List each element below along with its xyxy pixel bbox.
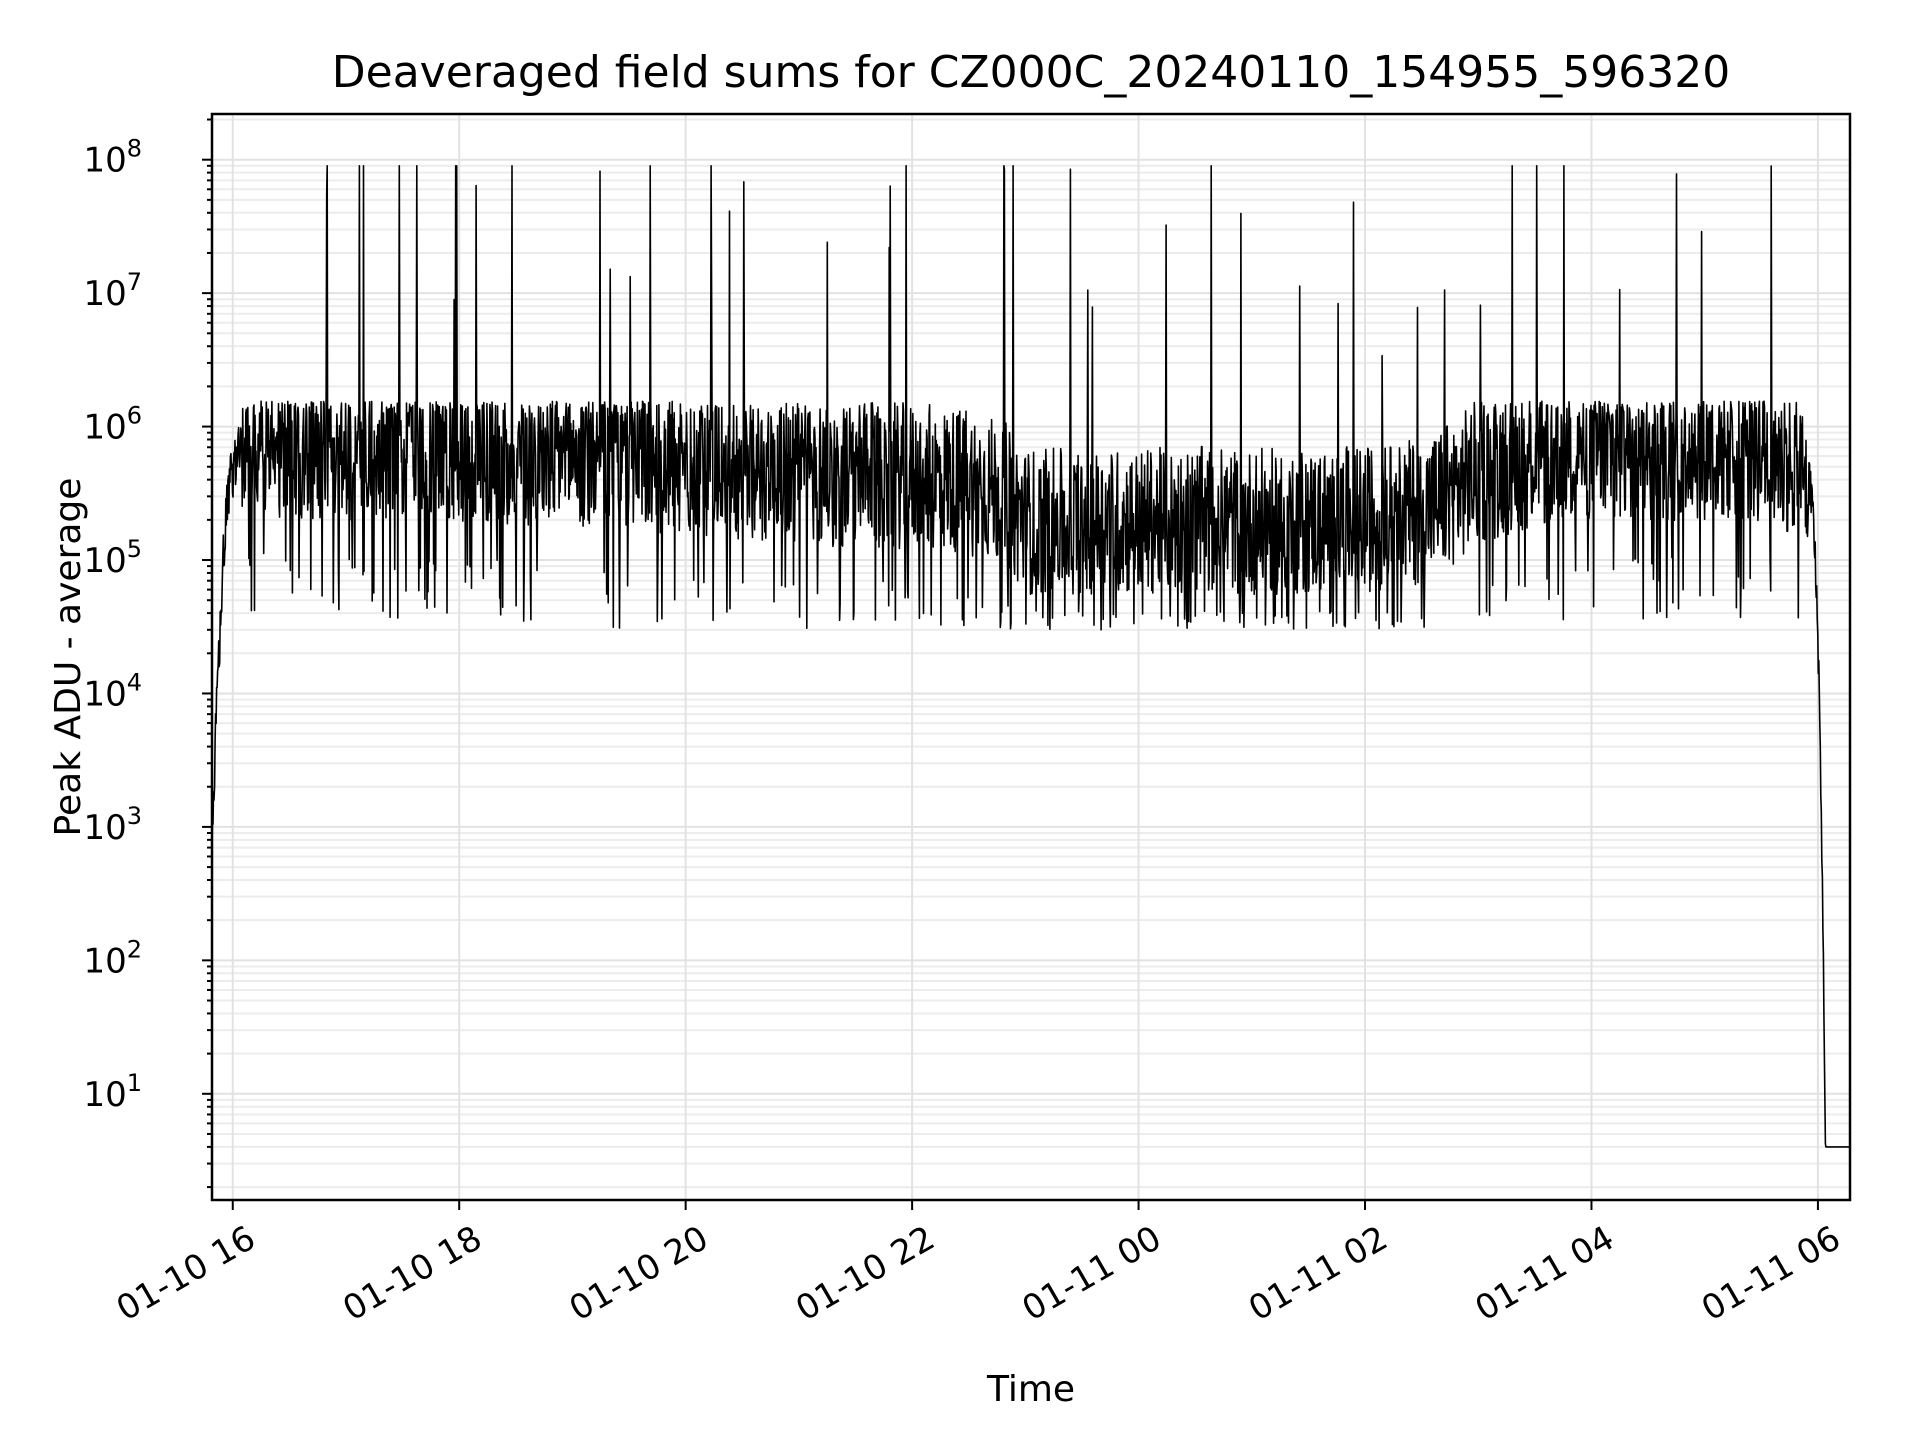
x-tick-label: 01-10 22: [789, 1218, 941, 1329]
y-tick-label: 107: [83, 268, 142, 314]
x-tick-label: 01-11 04: [1469, 1218, 1621, 1329]
y-tick-label: 102: [83, 935, 142, 981]
y-tick-label: 104: [83, 668, 142, 714]
x-tick-label: 01-10 16: [110, 1218, 262, 1329]
y-tick-label: 101: [83, 1069, 142, 1115]
y-tick-base: 10: [83, 674, 126, 714]
series-line: [211, 165, 1851, 1148]
y-tick-exponent: 8: [127, 135, 142, 163]
y-tick-label: 103: [83, 802, 142, 848]
y-tick-base: 10: [83, 408, 126, 448]
y-tick-base: 10: [83, 808, 126, 848]
chart-title: Deaveraged field sums for CZ000C_2024011…: [332, 47, 1730, 98]
grid: [212, 114, 1850, 1200]
x-tick-label: 01-11 06: [1695, 1218, 1847, 1329]
y-tick-exponent: 7: [127, 268, 142, 296]
y-tick-exponent: 5: [127, 535, 142, 563]
y-tick-exponent: 3: [127, 802, 142, 830]
y-tick-exponent: 4: [127, 668, 142, 696]
series-layer: [211, 165, 1851, 1148]
y-tick-base: 10: [83, 541, 126, 581]
y-tick-label: 105: [83, 535, 142, 581]
y-tick-exponent: 6: [127, 402, 142, 430]
y-tick-label: 108: [83, 135, 142, 181]
y-tick-exponent: 2: [127, 935, 142, 963]
x-tick-label: 01-11 02: [1242, 1218, 1394, 1329]
y-tick-base: 10: [83, 1075, 126, 1115]
x-axis-label: Time: [986, 1369, 1075, 1410]
y-tick-base: 10: [83, 274, 126, 314]
y-tick-base: 10: [83, 941, 126, 981]
y-tick-exponent: 1: [127, 1069, 142, 1097]
x-tick-label: 01-10 18: [336, 1218, 488, 1329]
plot-frame: [210, 112, 1852, 1202]
y-tick-base: 10: [83, 141, 126, 181]
x-tick-label: 01-10 20: [563, 1218, 715, 1329]
x-tick-label: 01-11 00: [1016, 1218, 1168, 1329]
y-axis-label: Peak ADU - average: [48, 478, 89, 837]
y-tick-label: 106: [83, 402, 142, 448]
